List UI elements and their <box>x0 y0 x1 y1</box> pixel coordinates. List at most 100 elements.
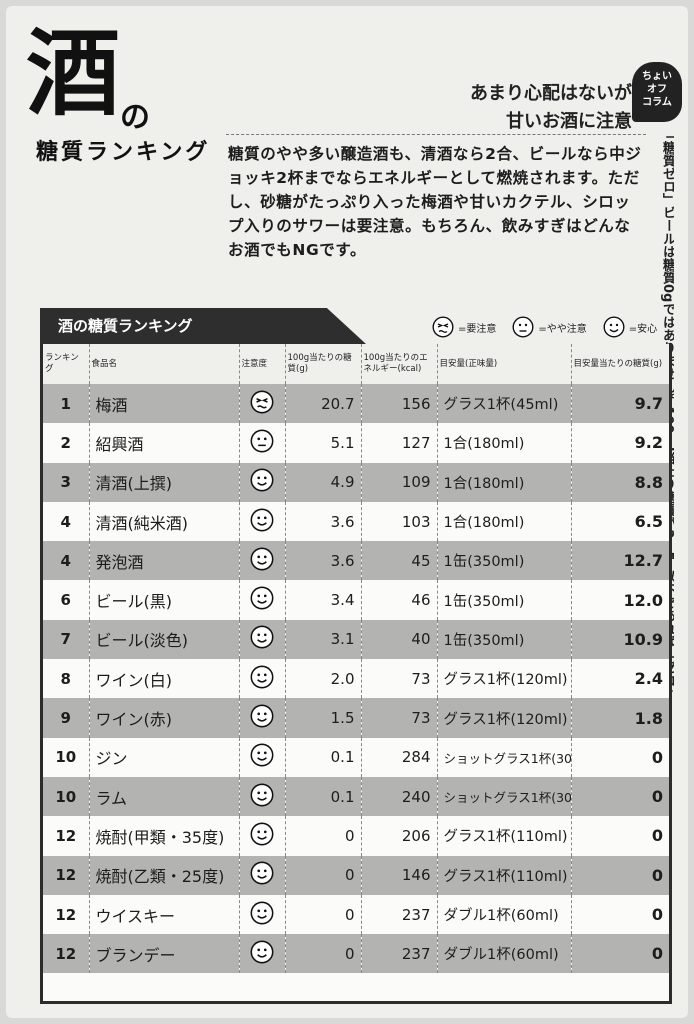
serving-cell: ショットグラス1杯(30ml) <box>437 737 572 777</box>
badge-line-3: コラム <box>642 97 672 108</box>
rank-cell: 12 <box>43 855 90 895</box>
rank-cell: 9 <box>43 698 90 738</box>
sugar-serving-cell: 0 <box>571 776 669 817</box>
badge-line-2: オフ <box>647 84 667 95</box>
name-cell: ビール(黒) <box>89 580 240 620</box>
legend-caution-label: =要注意 <box>458 323 497 335</box>
sugar-cell: 1.5 <box>285 698 362 738</box>
serving-cell: 1缶(350ml) <box>437 580 572 620</box>
caution-cell <box>239 855 286 895</box>
subtitle-line-2: 甘いお酒に注意 <box>506 111 632 132</box>
name-cell: ワイン(白) <box>89 659 240 699</box>
magazine-page: 酒 の 糖質ランキング あまり心配はないが 甘いお酒に注意 糖質のやや多い醸造酒… <box>6 6 688 1018</box>
energy-cell: 73 <box>361 659 438 699</box>
name-cell: ブランデー <box>89 934 240 974</box>
sugar-cell: 20.7 <box>285 384 362 424</box>
name-cell: 発泡酒 <box>89 541 240 581</box>
table-row: 2 紹興酒 5.1 127 1合(180ml) 9.2 <box>43 423 669 463</box>
serving-cell: グラス1杯(120ml) <box>437 698 572 738</box>
energy-cell: 109 <box>361 462 438 502</box>
sugar-serving-cell: 9.2 <box>571 423 669 463</box>
ranking-table: ランキング 食品名 注意度 100g当たりの糖質(g) 100g当たりのエネルギ… <box>40 344 672 1004</box>
safe-face-icon <box>250 468 274 496</box>
col-sugar-100g: 100g当たりの糖質(g) <box>285 344 362 384</box>
ranking-title: 糖質ランキング <box>36 140 211 165</box>
caution-cell <box>239 541 286 581</box>
slight-caution-face-icon <box>512 316 534 338</box>
col-sugar-serving: 目安量当たりの糖質(g) <box>571 344 669 384</box>
safe-face-icon <box>603 316 625 338</box>
sugar-serving-cell: 6.5 <box>571 501 669 542</box>
col-caution: 注意度 <box>239 344 286 384</box>
name-cell: ジン <box>89 737 240 777</box>
rank-cell: 12 <box>43 816 90 856</box>
serving-cell: 1缶(350ml) <box>437 619 572 660</box>
safe-face-icon <box>250 665 274 693</box>
rank-cell: 7 <box>43 619 90 660</box>
table-row: 4 発泡酒 3.6 45 1缶(350ml) 12.7 <box>43 541 669 581</box>
caution-cell <box>239 894 286 935</box>
safe-face-icon <box>250 861 274 889</box>
sugar-serving-cell: 9.7 <box>571 384 669 424</box>
table-row: 8 ワイン(白) 2.0 73 グラス1杯(120ml) 2.4 <box>43 659 669 699</box>
energy-cell: 40 <box>361 619 438 660</box>
serving-cell: グラス1杯(45ml) <box>437 384 572 424</box>
serving-cell: 1合(180ml) <box>437 462 572 502</box>
rank-cell: 10 <box>43 737 90 777</box>
serving-cell: グラス1杯(110ml) <box>437 855 572 895</box>
table-header-row: ランキング 食品名 注意度 100g当たりの糖質(g) 100g当たりのエネルギ… <box>43 344 669 384</box>
safe-face-icon <box>250 901 274 929</box>
rank-cell: 2 <box>43 423 90 463</box>
table-row: 4 清酒(純米酒) 3.6 103 1合(180ml) 6.5 <box>43 501 669 542</box>
column-badge: ちょい オフ コラム <box>632 62 682 122</box>
name-cell: 梅酒 <box>89 384 240 424</box>
sugar-serving-cell: 12.0 <box>571 580 669 620</box>
col-energy-100g: 100g当たりのエネルギー(kcal) <box>361 344 438 384</box>
caution-cell <box>239 619 286 660</box>
energy-cell: 73 <box>361 698 438 738</box>
safe-face-icon <box>250 940 274 968</box>
name-cell: 清酒(上撰) <box>89 462 240 502</box>
name-cell: ラム <box>89 776 240 817</box>
sugar-cell: 5.1 <box>285 423 362 463</box>
energy-cell: 156 <box>361 384 438 424</box>
sugar-cell: 3.4 <box>285 580 362 620</box>
table-row: 1 梅酒 20.7 156 グラス1杯(45ml) 9.7 <box>43 384 669 424</box>
serving-cell: ダブル1杯(60ml) <box>437 894 572 935</box>
caution-face-icon <box>250 390 274 418</box>
col-name: 食品名 <box>89 344 240 384</box>
divider <box>226 134 646 135</box>
legend-safe-label: =安心 <box>628 323 658 335</box>
caution-cell <box>239 462 286 502</box>
caution-cell <box>239 501 286 542</box>
energy-cell: 237 <box>361 894 438 935</box>
serving-cell: グラス1杯(110ml) <box>437 816 572 856</box>
serving-cell: ダブル1杯(60ml) <box>437 934 572 974</box>
serving-cell: 1缶(350ml) <box>437 541 572 581</box>
energy-cell: 146 <box>361 855 438 895</box>
name-cell: ワイン(赤) <box>89 698 240 738</box>
energy-cell: 127 <box>361 423 438 463</box>
table-row: 12 焼酎(乙類・25度) 0 146 グラス1杯(110ml) 0 <box>43 855 669 895</box>
caution-cell <box>239 934 286 974</box>
caution-cell <box>239 698 286 738</box>
sugar-cell: 0 <box>285 934 362 974</box>
table-row: 12 焼酎(甲類・35度) 0 206 グラス1杯(110ml) 0 <box>43 816 669 856</box>
sugar-cell: 3.1 <box>285 619 362 660</box>
name-cell: 焼酎(甲類・35度) <box>89 816 240 856</box>
rank-cell: 12 <box>43 894 90 935</box>
sugar-cell: 0 <box>285 894 362 935</box>
name-cell: 清酒(純米酒) <box>89 501 240 542</box>
name-cell: 紹興酒 <box>89 423 240 463</box>
sugar-cell: 0 <box>285 855 362 895</box>
safe-face-icon <box>250 704 274 732</box>
safe-face-icon <box>250 783 274 811</box>
rank-cell: 10 <box>43 776 90 817</box>
caution-cell <box>239 659 286 699</box>
sugar-serving-cell: 0 <box>571 855 669 895</box>
rank-cell: 8 <box>43 659 90 699</box>
name-cell: 焼酎(乙類・25度) <box>89 855 240 895</box>
energy-cell: 46 <box>361 580 438 620</box>
table-row: 7 ビール(淡色) 3.1 40 1缶(350ml) 10.9 <box>43 619 669 660</box>
